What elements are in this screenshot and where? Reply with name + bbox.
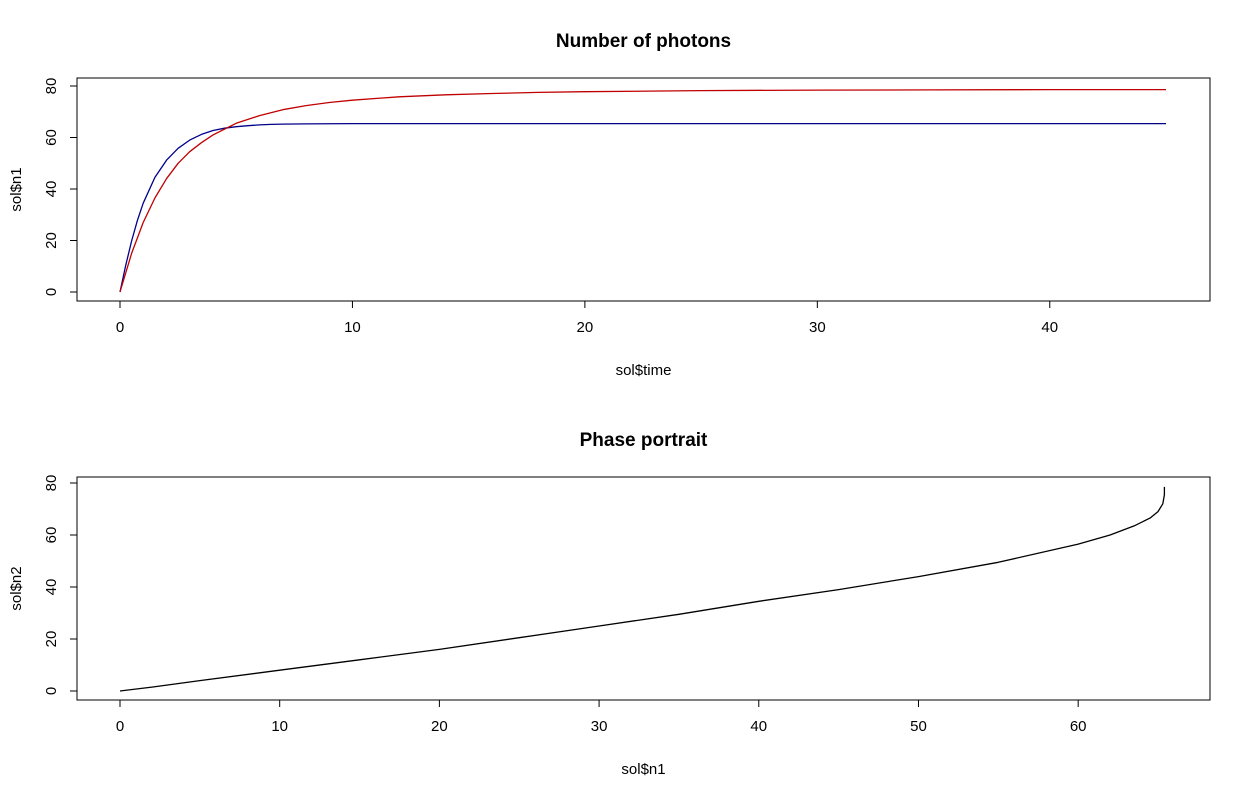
y-tick-label: 20: [43, 631, 60, 648]
series-line-1: [119, 486, 1166, 692]
x-axis-label: sol$n1: [621, 761, 665, 778]
y-tick-label: 40: [43, 579, 60, 596]
x-axis-label: sol$time: [616, 362, 672, 379]
y-tick-label: 80: [43, 475, 60, 492]
series-line-2: [119, 88, 1166, 293]
x-tick-label: 50: [910, 718, 927, 735]
x-tick-label: 10: [271, 718, 288, 735]
y-axis-label: sol$n1: [8, 167, 25, 211]
x-tick-label: 0: [116, 718, 124, 735]
plot-frame: [76, 77, 1211, 302]
panel-phase-portrait: Phase portrait sol$n1 sol$n2 0 10 20 30 40 50 60 0…: [8, 430, 1211, 778]
panel-number-of-photons: Number of photons sol$time sol$n1 0 10 20 30 40…: [8, 31, 1211, 379]
y-tick-label: 0: [43, 288, 60, 296]
x-tick-label: 20: [431, 718, 448, 735]
series-line-1: [119, 122, 1166, 293]
y-axis-label: sol$n2: [8, 566, 25, 610]
x-tick-label: 30: [809, 319, 826, 336]
y-tick-label: 80: [43, 78, 60, 95]
x-tick-label: 40: [750, 718, 767, 735]
x-tick-label: 10: [344, 319, 361, 336]
x-tick-label: 60: [1070, 718, 1087, 735]
y-tick-label: 60: [43, 129, 60, 146]
plot-frame: [76, 476, 1211, 701]
y-tick-label: 0: [43, 687, 60, 695]
y-tick-label: 20: [43, 232, 60, 249]
x-tick-label: 40: [1041, 319, 1058, 336]
y-tick-label: 60: [43, 527, 60, 544]
x-tick-label: 30: [591, 718, 608, 735]
chart-title: Number of photons: [556, 31, 731, 52]
x-tick-label: 0: [116, 319, 124, 336]
y-tick-label: 40: [43, 181, 60, 198]
x-tick-label: 20: [577, 319, 594, 336]
chart-title: Phase portrait: [580, 430, 708, 451]
